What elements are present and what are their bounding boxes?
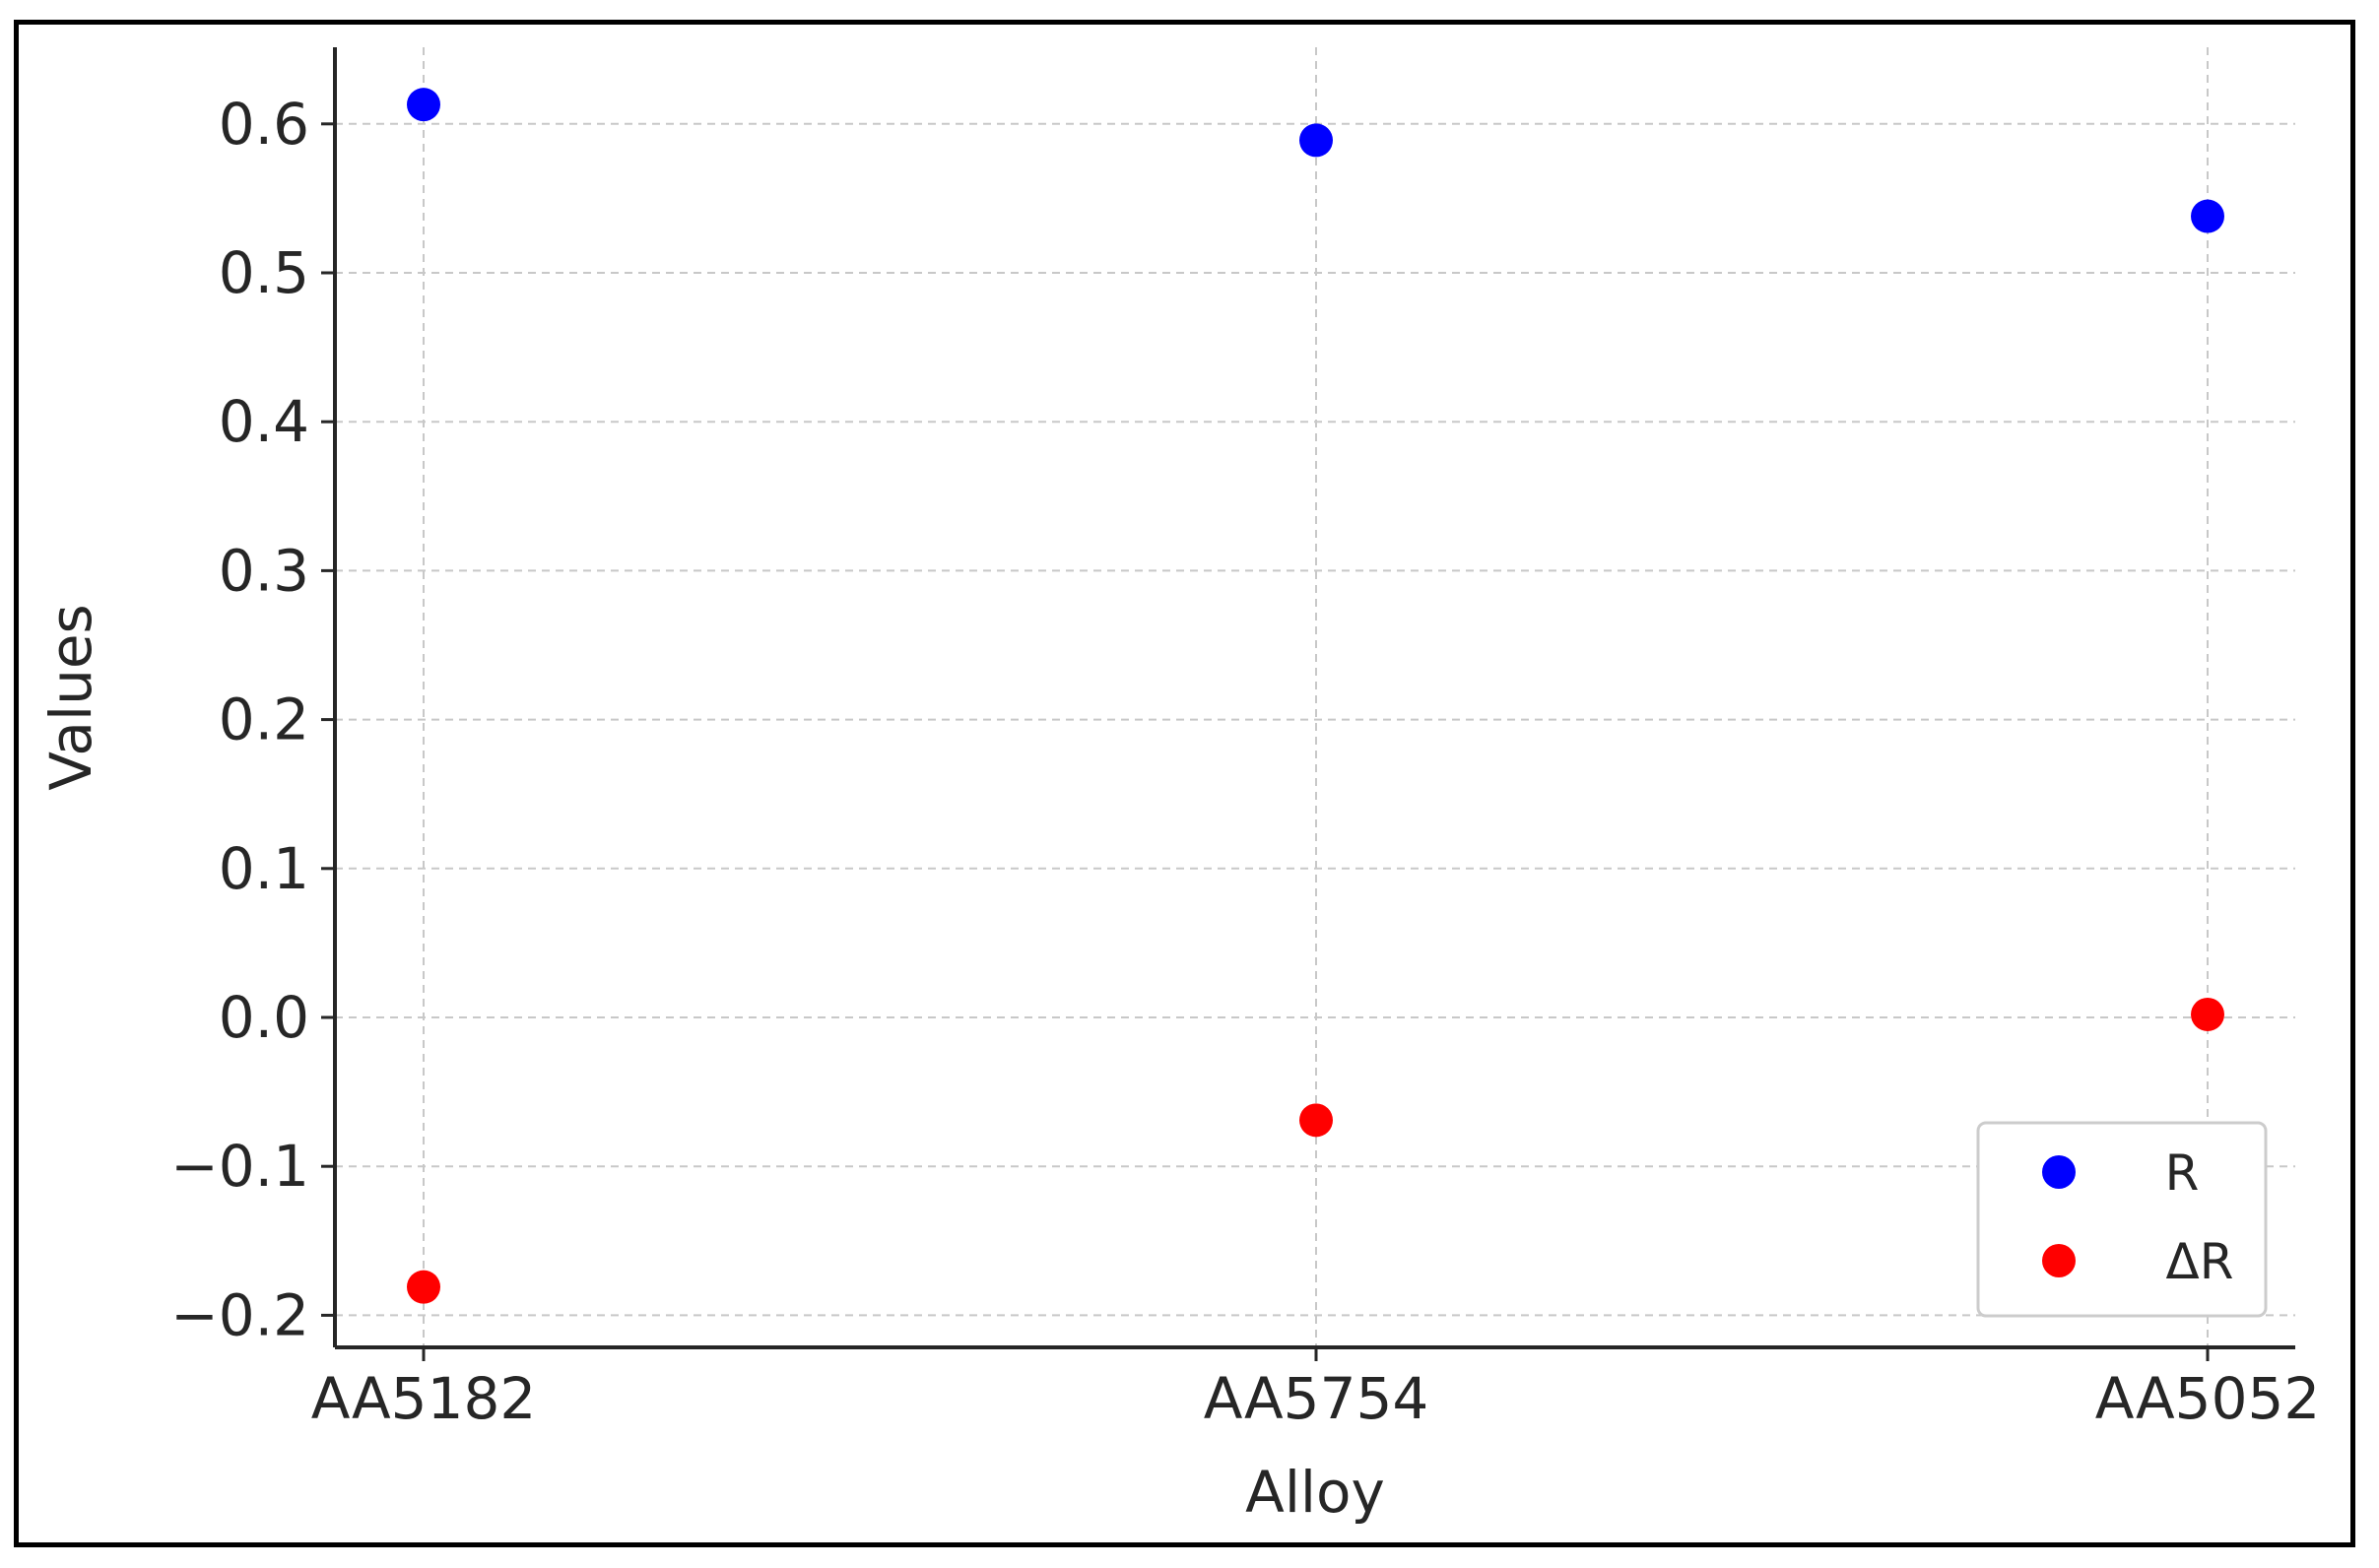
x-ticks: AA5182 AA5754 AA5052 [311, 1347, 2321, 1432]
legend-marker-delta-r [2042, 1244, 2076, 1277]
data-point-r-aa5754 [1299, 123, 1333, 158]
data-point-r-aa5182 [407, 88, 440, 122]
y-tick-label: 0.5 [219, 239, 309, 306]
data-point-r-aa5052 [2191, 199, 2224, 233]
legend-label-r: R [2165, 1144, 2200, 1202]
data-points [407, 88, 2224, 1304]
y-tick-label: 0.4 [219, 388, 309, 455]
y-ticks: −0.2 −0.1 0.0 0.1 0.2 0.3 0.4 0.5 0.6 [170, 91, 335, 1348]
x-tick-label: AA5754 [1204, 1365, 1429, 1432]
y-tick-label: −0.2 [170, 1281, 309, 1348]
y-axis-label: Values [37, 604, 104, 791]
legend-label-delta-r: ΔR [2166, 1233, 2234, 1290]
y-tick-label: 0.1 [219, 835, 309, 902]
figure-frame [14, 20, 2355, 1547]
x-tick-label: AA5052 [2095, 1365, 2321, 1432]
y-tick-label: 0.2 [219, 686, 309, 753]
y-tick-label: 0.0 [219, 984, 309, 1051]
x-axis-label: Alloy [1245, 1459, 1385, 1526]
y-tick-label: 0.3 [219, 537, 309, 604]
data-point-delta-r-aa5754 [1299, 1103, 1333, 1138]
x-tick-label: AA5182 [311, 1365, 537, 1432]
y-tick-label: −0.1 [170, 1133, 309, 1200]
legend: R ΔR [1976, 1121, 2268, 1318]
legend-marker-r [2042, 1155, 2076, 1189]
data-point-delta-r-aa5052 [2191, 997, 2224, 1031]
data-point-delta-r-aa5182 [407, 1270, 440, 1304]
y-tick-label: 0.6 [219, 91, 309, 158]
